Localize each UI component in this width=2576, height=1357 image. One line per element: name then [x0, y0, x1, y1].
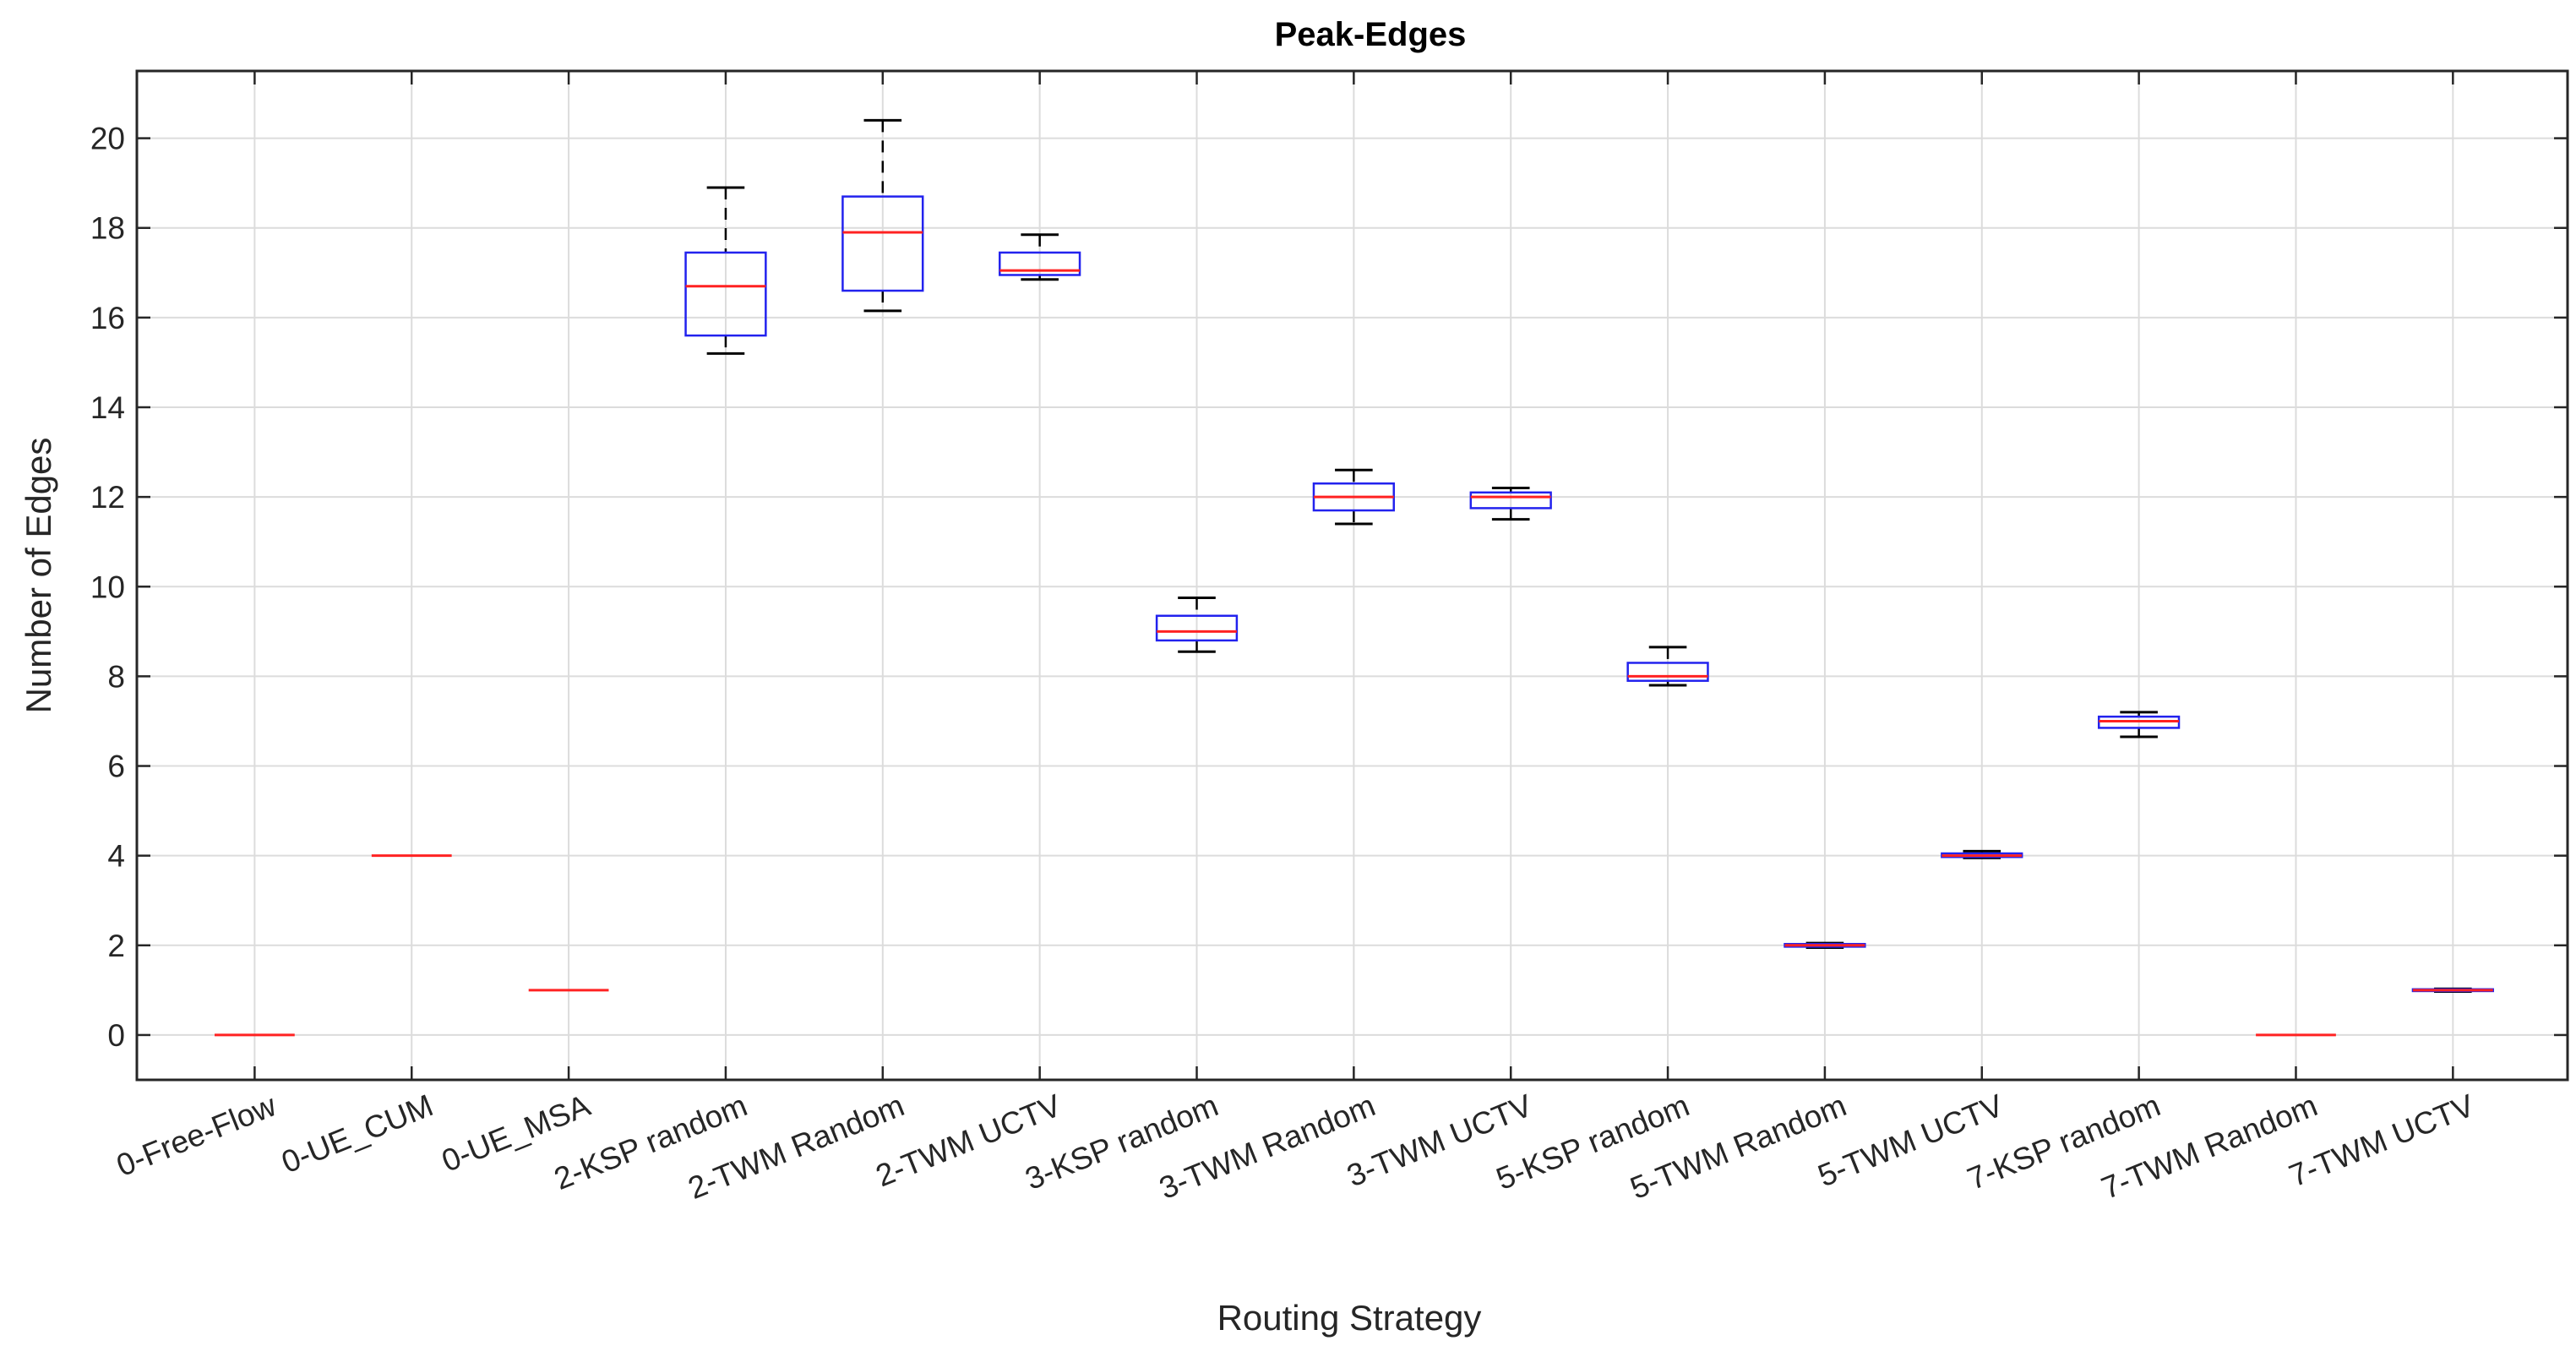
- y-axis-label: Number of Edges: [19, 438, 58, 714]
- y-tick-label: 16: [90, 301, 125, 335]
- x-axis-label: Routing Strategy: [1217, 1298, 1482, 1338]
- box-2-twm-random: [841, 118, 924, 313]
- box-body: [999, 251, 1081, 276]
- box-body: [1155, 614, 1239, 642]
- box-series: [214, 118, 2494, 1037]
- chart-title: Peak-Edges: [1275, 16, 1467, 53]
- y-tick-label: 18: [90, 211, 125, 246]
- y-tick-label: 2: [107, 929, 125, 963]
- y-tick-label: 12: [90, 480, 125, 515]
- y-tick-label: 20: [90, 122, 125, 156]
- box-7-twm-uctv: [2411, 987, 2494, 993]
- x-tick-label: 0-UE_CUM: [277, 1087, 438, 1180]
- box-5-ksp-random: [1626, 646, 1709, 687]
- plot-frame: [135, 69, 2569, 1082]
- box-3-twm-random: [1312, 468, 1396, 526]
- box-body: [684, 251, 767, 337]
- y-tick-label: 6: [107, 749, 125, 784]
- grid-lines: [137, 71, 2568, 1080]
- box-3-ksp-random: [1155, 597, 1239, 653]
- box-body: [1626, 662, 1709, 682]
- box-2-twm-uctv: [999, 233, 1081, 281]
- box-3-twm-uctv: [1469, 487, 1552, 521]
- y-tick-label: 14: [90, 390, 125, 425]
- x-tick-label: 0-Free-Flow: [112, 1087, 281, 1183]
- box-7-ksp-random: [2097, 711, 2181, 738]
- box-5-twm-random: [1784, 941, 1866, 949]
- box-body: [841, 195, 924, 292]
- y-tick-label: 8: [107, 659, 125, 694]
- y-tick-label: 4: [107, 839, 125, 874]
- box-5-twm-uctv: [1941, 849, 2023, 859]
- y-tick-label: 10: [90, 570, 125, 604]
- y-tick-label: 0: [107, 1018, 125, 1053]
- box-2-ksp-random: [684, 186, 767, 355]
- box-body: [1469, 491, 1552, 510]
